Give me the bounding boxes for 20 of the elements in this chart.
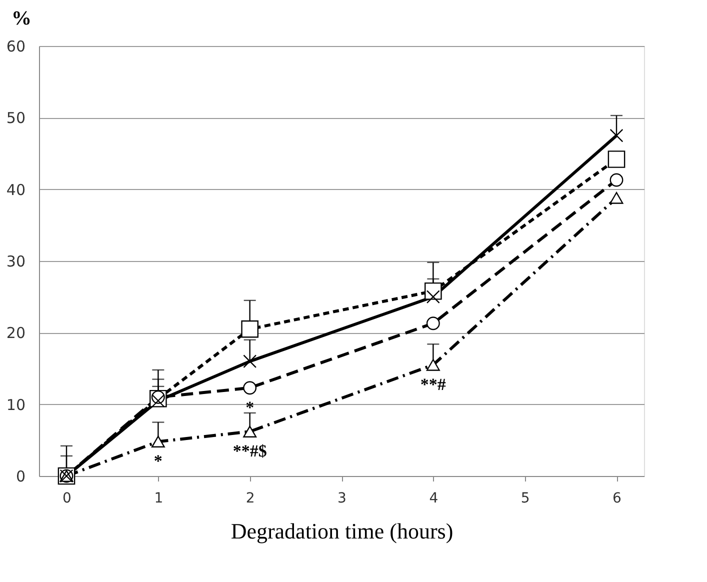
- x-tick-label: 4: [429, 490, 438, 506]
- annotation: **#$: [232, 442, 268, 461]
- x-tick-label: 3: [338, 490, 346, 506]
- x-tick-label: 5: [520, 490, 530, 506]
- x-tick-label: 2: [246, 490, 255, 506]
- y-tick-label: 0: [16, 468, 26, 486]
- y-tick-label: 40: [6, 180, 26, 199]
- y-tick-label: 20: [6, 324, 26, 342]
- x-axis-title: Degradation time (hours): [230, 518, 454, 544]
- annotation: *: [246, 398, 254, 417]
- y-tick-label: 50: [6, 109, 26, 128]
- annotation: **#: [420, 374, 446, 394]
- y-tick-label: 30: [6, 252, 26, 270]
- y-tick-label: 60: [6, 38, 26, 56]
- x-tick-label: 1: [154, 490, 164, 506]
- annotation: *: [154, 452, 162, 471]
- y-tick-label: 10: [6, 396, 26, 414]
- x-tick-label: 0: [62, 490, 72, 506]
- y-axis-title: %: [12, 8, 32, 30]
- x-tick-label: 6: [612, 490, 622, 506]
